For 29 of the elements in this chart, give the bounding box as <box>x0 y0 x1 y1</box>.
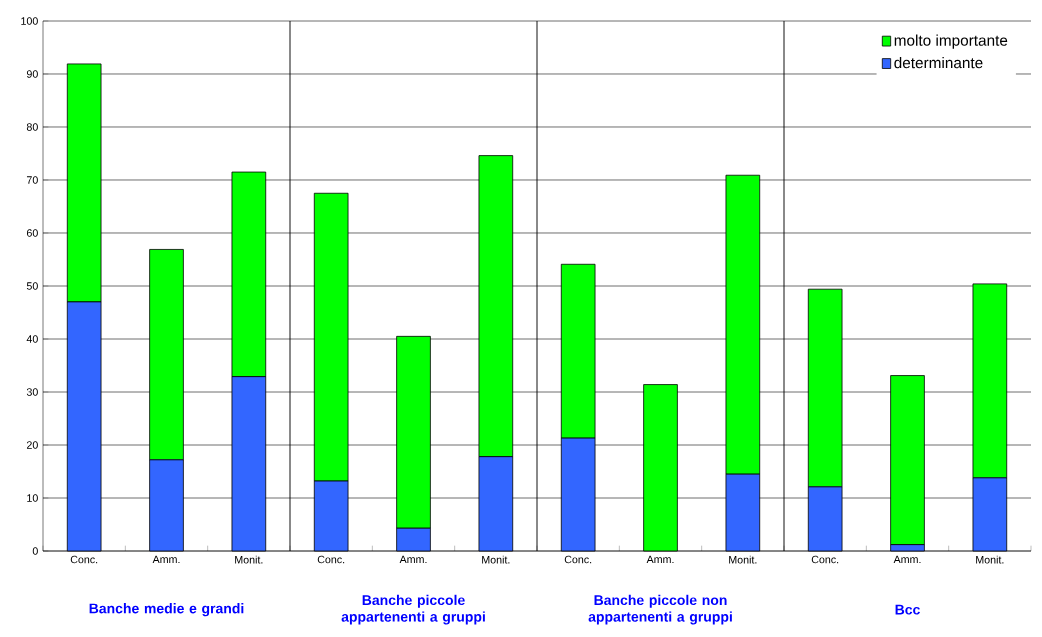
x-tick-label: Amm. <box>152 555 180 564</box>
y-tick-label: 80 <box>26 123 38 131</box>
y-tick-label: 100 <box>21 17 38 25</box>
y-tick-label: 10 <box>27 494 38 502</box>
x-tick-label: Conc. <box>564 555 592 564</box>
legend-label: molto importante <box>894 34 1008 49</box>
x-tick-label: Amm. <box>399 555 427 564</box>
x-tick-label: Monit. <box>235 555 263 564</box>
x-tick-label: Monit. <box>729 555 757 564</box>
x-tick-label: Amm. <box>646 555 674 564</box>
x-tick-label: Monit. <box>976 555 1004 564</box>
text: Bcc <box>895 604 920 615</box>
y-tick-label: 70 <box>26 176 38 184</box>
x-tick-label: Conc. <box>811 555 839 564</box>
x-tick-label: Amm. <box>893 555 921 564</box>
text: Banche medie e grandi <box>89 603 244 617</box>
x-tick-label: Conc. <box>70 555 98 564</box>
x-tick-label: Monit. <box>482 555 510 564</box>
y-tick-label: 90 <box>26 70 38 78</box>
text: Banche piccole appartenenti a gruppi <box>341 594 485 625</box>
y-tick-label: 20 <box>26 441 38 449</box>
y-tick-label: 0 <box>32 547 38 555</box>
y-tick-label: 50 <box>26 282 38 290</box>
y-tick-label: 30 <box>26 388 38 396</box>
y-tick-label: 40 <box>26 335 38 343</box>
x-tick-label: Conc. <box>317 555 345 564</box>
text: Banche piccole non appartenenti a gruppi <box>588 594 732 625</box>
legend-label: determinante <box>894 57 983 69</box>
y-tick-label: 60 <box>26 229 38 237</box>
